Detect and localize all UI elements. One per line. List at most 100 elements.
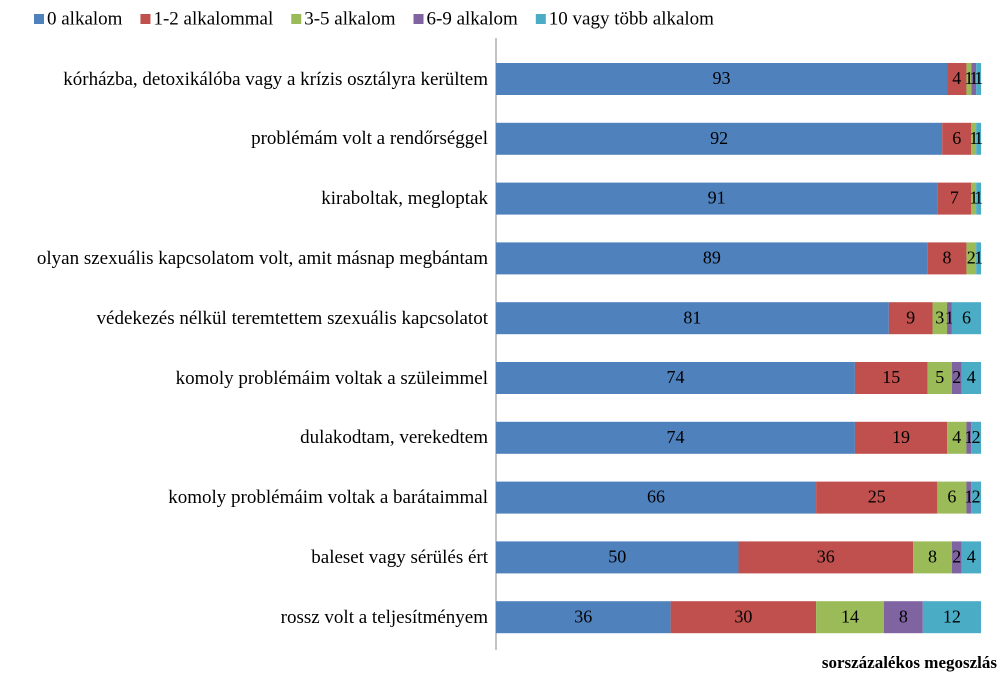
data-label: 2 [952,547,961,567]
data-label: 19 [892,427,910,447]
bar-segment [496,541,739,574]
bar-segment [854,362,928,394]
data-label: 1 [974,68,983,88]
legend-label: 10 vagy több alkalom [549,8,714,29]
data-label: 1 [974,248,983,268]
data-label: 1 [964,427,973,447]
legend-label: 3-5 alkalom [304,8,396,29]
category-label: rossz volt a teljesítményem [0,587,488,647]
data-label: 30 [734,606,752,626]
bar-segment [976,122,981,155]
data-label: 1 [945,307,954,327]
data-label: 8 [943,248,952,268]
data-label: 36 [574,606,592,626]
category-label: problémám volt a rendőrséggel [0,109,488,169]
data-label: 1 [964,68,973,88]
bar-segment [927,242,967,275]
category-text: komoly problémáim voltak a barátaimmal [168,487,488,509]
data-label: 1 [969,128,978,148]
data-label: 4 [952,68,961,88]
data-label: 4 [967,547,976,567]
bar-segment [971,63,977,95]
data-label: 3 [935,307,944,327]
bar-segment [670,601,817,634]
bar-segment [937,182,972,215]
bar-segment [942,122,972,155]
data-label: 15 [882,367,900,387]
category-label: dulakodtam, verekedtem [0,408,488,468]
bar-segment [913,541,952,574]
bar-segment [966,63,972,95]
category-text: komoly problémáim voltak a szüleimmel [175,367,488,389]
data-label: 12 [943,606,961,626]
category-text: rossz volt a teljesítményem [280,606,488,628]
data-label: 6 [962,307,971,327]
bar-segment [937,481,967,514]
data-label: 8 [899,606,908,626]
data-label: 1 [974,128,983,148]
data-label: 7 [950,188,959,208]
bar-segment [932,302,948,335]
bar-segment [496,421,855,454]
bar-segment [976,242,981,275]
bar-segment [922,601,981,634]
bar-segment [947,421,967,454]
bar-segment [971,481,981,514]
bar-segment [496,182,938,215]
bar-segment [966,481,972,514]
data-label: 91 [708,188,726,208]
data-label: 2 [972,427,981,447]
data-label: 8 [928,547,937,567]
bar-segment [496,481,817,514]
legend-label: 6-9 alkalom [427,8,519,29]
data-label: 66 [647,487,665,507]
data-label: 4 [967,367,976,387]
legend-swatch [413,14,424,24]
bar-segment [496,122,943,155]
data-label: 36 [817,547,835,567]
bar-segment [971,421,981,454]
data-label: 81 [683,307,701,327]
bar-segment [947,302,952,335]
category-text: kórházba, detoxikálóba vagy a krízis osz… [63,68,488,90]
data-label: 4 [952,427,961,447]
bar-segment [961,362,981,394]
bar-segment [951,362,962,394]
data-label: 2 [967,248,976,268]
bar-segment [496,601,671,634]
bar-segment [961,541,981,574]
bar-segment [976,182,981,215]
data-label: 25 [868,487,886,507]
bar-segment [966,242,977,275]
bar-segment [971,182,977,215]
data-label: 74 [666,427,684,447]
legend-swatch [140,14,151,24]
bar-segment [976,63,981,95]
bar-segment [854,421,948,454]
data-label: 5 [935,367,944,387]
bar-segment [966,421,972,454]
category-label: kórházba, detoxikálóba vagy a krízis osz… [0,49,488,109]
data-label: 89 [703,248,721,268]
bar-segment [888,302,933,335]
category-label: olyan szexuális kapcsolatom volt, amit m… [0,228,488,288]
bar-segment [884,601,923,634]
category-text: dulakodtam, verekedtem [300,427,488,449]
x-axis-label: sorszázalékos megoszlás [822,653,998,672]
category-label: kiraboltak, megloptak [0,169,488,229]
data-label: 93 [713,68,731,88]
category-text: védekezés nélkül teremtettem szexuális k… [96,307,488,329]
data-label: 2 [972,487,981,507]
category-text: olyan szexuális kapcsolatom volt, amit m… [36,247,488,269]
legend-swatch [291,14,302,24]
data-label: 14 [841,606,859,626]
legend-label: 0 alkalom [47,8,123,29]
data-label: 1 [974,188,983,208]
bar-segment [816,601,884,634]
data-label: 1 [969,188,978,208]
category-label: komoly problémáim voltak a szüleimmel [0,348,488,408]
data-label: 50 [608,547,626,567]
bar-segment [496,302,889,335]
bar-segment [951,541,962,574]
